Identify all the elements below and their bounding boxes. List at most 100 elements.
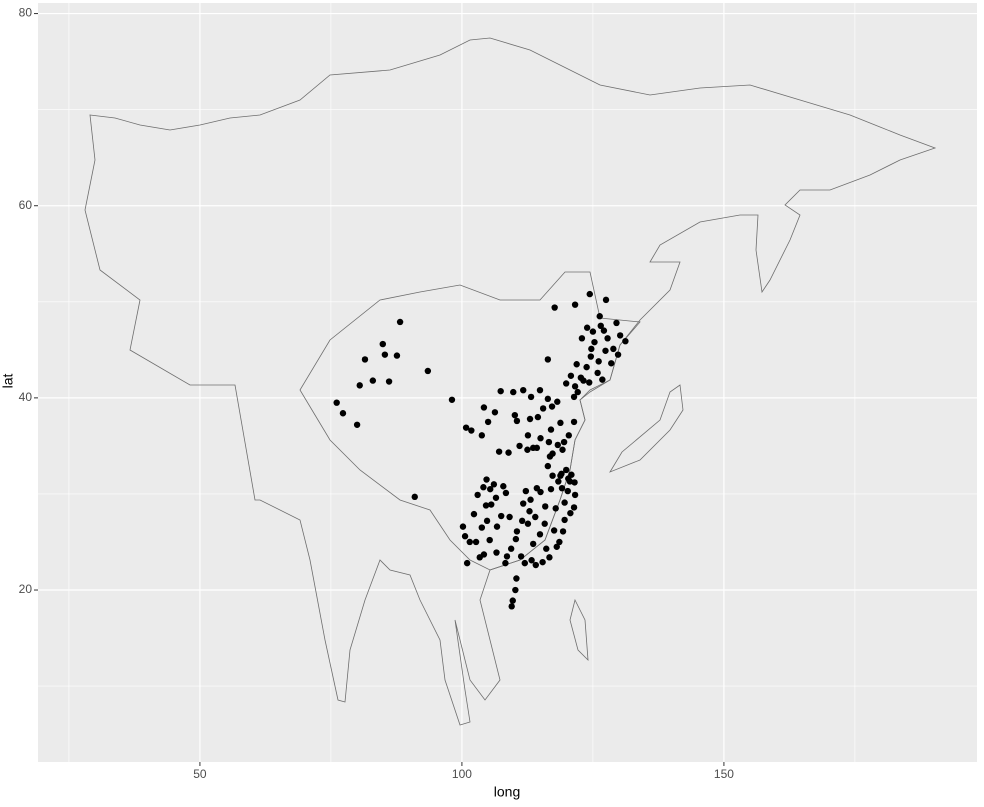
point [532, 561, 539, 569]
point [561, 516, 568, 524]
point [542, 503, 549, 510]
point [339, 410, 347, 417]
point [562, 466, 570, 474]
point [604, 335, 611, 342]
point [517, 553, 525, 560]
point [597, 322, 604, 330]
point [480, 484, 487, 491]
point [495, 448, 503, 455]
point [559, 528, 567, 535]
point [591, 338, 598, 346]
point [522, 487, 530, 495]
point [545, 438, 553, 446]
point [546, 453, 554, 460]
point [502, 489, 510, 497]
point [520, 386, 527, 394]
point [498, 512, 505, 520]
point [527, 393, 535, 401]
point [466, 538, 473, 546]
x-axis-title: long [494, 784, 520, 800]
point [583, 363, 590, 371]
point [369, 377, 377, 384]
point [463, 559, 471, 567]
point [480, 404, 488, 411]
point [544, 462, 552, 470]
point [506, 513, 513, 521]
point [526, 415, 534, 423]
point [541, 520, 548, 527]
point [524, 520, 532, 527]
x-tick-label: 150 [714, 767, 734, 781]
point [544, 395, 552, 403]
point [512, 535, 520, 543]
point [583, 324, 591, 331]
china-border [299, 271, 641, 571]
point [544, 356, 552, 363]
y-tick-label: 60 [19, 198, 33, 212]
point [468, 427, 475, 434]
point [353, 421, 361, 428]
point [470, 510, 478, 518]
point [492, 494, 500, 501]
point [551, 304, 558, 311]
point [524, 432, 532, 439]
point [613, 319, 620, 327]
point [508, 603, 515, 610]
point [594, 369, 601, 377]
point [505, 449, 512, 456]
point [448, 396, 456, 403]
point [486, 536, 493, 544]
point [524, 446, 531, 453]
point [552, 505, 559, 512]
japan-outline [609, 384, 684, 473]
point [568, 471, 575, 478]
point [361, 356, 369, 363]
point [573, 361, 580, 368]
point [537, 435, 544, 442]
point [559, 446, 566, 453]
points [333, 290, 629, 610]
point [396, 318, 404, 326]
point [614, 351, 622, 358]
point [558, 484, 566, 492]
point [512, 586, 519, 594]
point [570, 418, 578, 426]
point [513, 528, 521, 535]
point [528, 557, 535, 564]
panel-background [38, 3, 977, 762]
y-tick-label: 80 [19, 6, 33, 20]
point [616, 332, 624, 339]
point [536, 386, 544, 394]
point [379, 340, 386, 348]
map-outline [84, 37, 937, 726]
point [589, 328, 597, 335]
point [478, 432, 486, 439]
point [539, 558, 546, 566]
point [586, 379, 593, 386]
point [483, 517, 491, 525]
x-tick-label: 50 [193, 767, 207, 781]
point [570, 504, 578, 511]
point [483, 476, 490, 483]
point [571, 383, 579, 390]
point [521, 559, 528, 567]
point [513, 575, 520, 582]
point [580, 377, 587, 384]
point [602, 296, 610, 304]
point [554, 441, 562, 449]
point [393, 352, 401, 359]
point [356, 382, 363, 389]
point [385, 378, 393, 385]
point [510, 388, 517, 396]
point [610, 345, 617, 353]
point [561, 499, 568, 506]
point [490, 481, 498, 488]
point [547, 426, 555, 433]
point [503, 553, 511, 560]
point [549, 472, 556, 479]
y-axis-title: lat [0, 374, 16, 389]
point [459, 523, 467, 530]
y-tick-label: 20 [19, 582, 33, 596]
point [622, 337, 629, 345]
